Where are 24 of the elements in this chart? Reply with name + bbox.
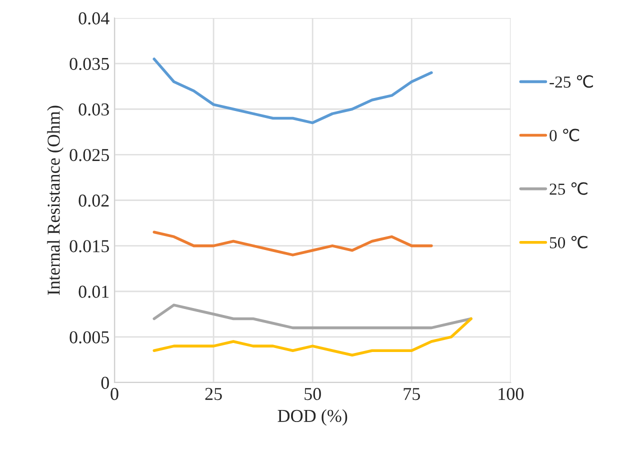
legend-label: -25 ℃ <box>550 75 593 88</box>
x-tick-label: 25 <box>205 388 222 400</box>
line-series <box>152 230 433 256</box>
line-series <box>152 317 472 357</box>
y-tick-label: 0 <box>101 376 109 389</box>
x-tick-label: 50 <box>304 388 321 400</box>
x-tick-label: 100 <box>498 388 524 400</box>
y-tick-label: 0.03 <box>78 103 109 116</box>
y-tick-label: 0.015 <box>70 240 109 252</box>
y-tick-label: 0.01 <box>78 286 109 298</box>
legend-label: 25 ℃ <box>550 182 588 195</box>
y-tick-label: 0.005 <box>70 331 109 344</box>
y-tick-label: 0.035 <box>70 58 109 70</box>
x-tick-label: 75 <box>404 388 420 400</box>
y-tick-label: 0.04 <box>78 12 110 25</box>
y-tick-label: 0.025 <box>70 148 109 162</box>
line-series <box>152 58 433 124</box>
x-tick-label: 0 <box>110 388 118 400</box>
line-series <box>152 304 472 330</box>
x-axis-title: DOD (%) <box>278 409 348 426</box>
legend-label: 50 ℃ <box>550 236 588 248</box>
y-tick-label: 0.02 <box>78 194 109 207</box>
legend-label: 0 ℃ <box>550 128 580 142</box>
y-axis-title: Internal Resistance (Ohm) <box>47 106 64 295</box>
